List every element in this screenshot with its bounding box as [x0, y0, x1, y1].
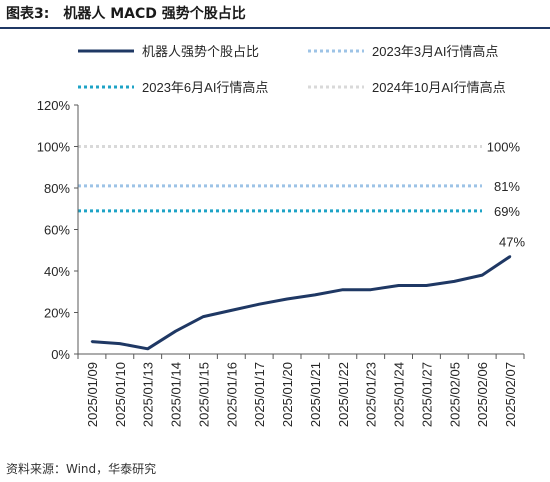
x-tick-label: 2025/01/14 — [169, 362, 184, 427]
series-line — [91, 255, 511, 351]
y-tick-label: 100% — [37, 140, 71, 155]
x-tick-label: 2025/01/17 — [252, 362, 267, 427]
data-point — [146, 347, 149, 351]
x-tick-label: 2025/01/23 — [364, 362, 379, 427]
data-point — [425, 284, 428, 287]
legend-label: 2023年6月AI行情高点 — [142, 80, 268, 95]
x-tick-label: 2025/01/10 — [113, 362, 128, 427]
data-point — [174, 329, 177, 333]
data-point — [397, 284, 400, 287]
y-tick-label: 40% — [44, 264, 70, 279]
y-tick-label: 0% — [51, 347, 70, 362]
x-tick-label: 2025/01/16 — [224, 362, 239, 427]
data-point — [480, 273, 484, 277]
y-tick-label: 60% — [44, 223, 70, 238]
data-point — [313, 293, 317, 297]
x-tick-label: 2025/01/21 — [308, 362, 323, 427]
x-tick-label: 2025/02/05 — [447, 362, 462, 427]
x-tick-label: 2025/01/15 — [196, 362, 211, 427]
x-tick-label: 2025/01/09 — [85, 362, 100, 427]
figure-title: 图表3: 机器人 MACD 强势个股占比 — [6, 4, 544, 24]
y-tick-label: 80% — [44, 181, 70, 196]
reference-label: 69% — [494, 204, 520, 219]
figure-number: 图表3: — [6, 6, 50, 22]
data-point — [118, 342, 122, 345]
x-tick-label: 2025/01/13 — [141, 362, 156, 427]
x-tick-label: 2025/01/27 — [419, 362, 434, 427]
x-tick-label: 2025/02/07 — [503, 362, 518, 427]
x-tick-label: 2025/01/24 — [392, 362, 407, 427]
data-point — [230, 309, 233, 312]
legend-label: 机器人强势个股占比 — [142, 44, 259, 59]
data-point — [257, 303, 261, 306]
data-point — [341, 288, 345, 291]
data-point — [453, 280, 456, 283]
x-tick-label: 2025/01/20 — [280, 362, 295, 427]
figure-title-text: 机器人 MACD 强势个股占比 — [63, 6, 246, 22]
y-tick-label: 20% — [44, 306, 70, 321]
data-point — [369, 288, 372, 291]
data-point — [285, 297, 289, 301]
title-rule — [0, 27, 550, 29]
y-tick-label: 120% — [37, 98, 71, 113]
data-point — [202, 315, 205, 318]
data-label-end: 47% — [499, 234, 525, 249]
reference-label: 81% — [494, 179, 520, 194]
data-point — [90, 340, 94, 343]
legend-label: 2024年10月AI行情高点 — [372, 80, 506, 95]
x-tick-label: 2025/02/06 — [475, 362, 490, 427]
reference-label: 100% — [487, 140, 521, 155]
data-point — [508, 255, 512, 258]
legend-label: 2023年3月AI行情高点 — [372, 44, 498, 59]
x-tick-label: 2025/01/22 — [336, 362, 351, 427]
source-note: 资料来源：Wind，华泰研究 — [6, 462, 157, 476]
